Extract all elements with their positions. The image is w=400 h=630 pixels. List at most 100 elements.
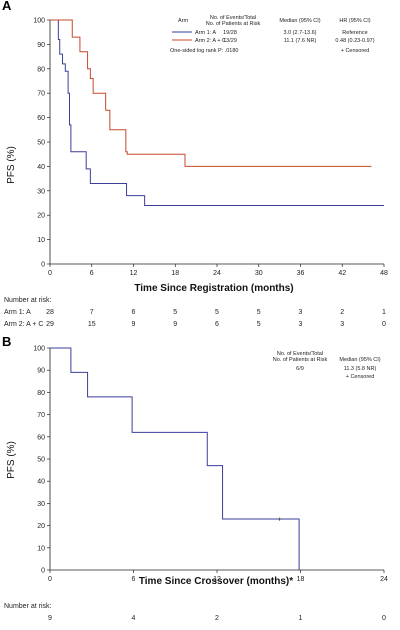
- risk-value: 9: [48, 615, 52, 622]
- risk-value: 3: [340, 321, 344, 328]
- legend-b-row-median: 11.3 (5.8 NR): [344, 366, 377, 372]
- legend-b-row-events: 6/9: [296, 366, 304, 372]
- x-tick-label: 48: [380, 270, 388, 277]
- x-tick-label: 6: [90, 270, 94, 277]
- y-tick-label: 80: [37, 390, 45, 397]
- risk-value: 2: [215, 615, 219, 622]
- risk-value: 5: [257, 321, 261, 328]
- y-tick-label: 60: [37, 115, 45, 122]
- panel-a-label: A: [2, 0, 12, 13]
- risk-table-a-title: Number at risk:: [4, 297, 52, 304]
- risk-value: 28: [46, 309, 54, 316]
- survival-curve: [50, 19, 384, 206]
- legend-header-line: No. of Events/Total: [210, 15, 256, 21]
- y-tick-label: 80: [37, 66, 45, 73]
- legend-a-header-median: Median (95% CI): [279, 18, 320, 24]
- survival-curve: [50, 19, 372, 167]
- legend-a-row-median: 11.1 (7.6 NR): [284, 38, 317, 44]
- y-tick-label: 70: [37, 91, 45, 98]
- y-tick-label: 40: [37, 479, 45, 486]
- x-tick-label: 12: [130, 270, 138, 277]
- x-tick-label: 0: [48, 576, 52, 583]
- legend-a-row-label: Arm 2: A + C: [195, 38, 226, 44]
- risk-value: 2: [340, 309, 344, 316]
- legend-b: No. of Events/Total No. of Patients at Ri…: [273, 351, 381, 380]
- y-tick-label: 30: [37, 501, 45, 508]
- x-axis-label-b: Time Since Crossover (months)*: [139, 576, 293, 587]
- risk-value: 6: [215, 321, 219, 328]
- x-tick-label: 30: [255, 270, 263, 277]
- risk-value: 29: [46, 321, 54, 328]
- legend-a-header-arm: Arm: [178, 18, 189, 24]
- risk-table-a: Number at risk: Arm 1: A Arm 2: A + C 28…: [4, 297, 386, 328]
- risk-table-b-title: Number at risk:: [4, 603, 52, 610]
- risk-value: 3: [299, 321, 303, 328]
- legend-b-censored: + Censored: [346, 374, 375, 380]
- risk-value: 9: [132, 321, 136, 328]
- x-axis-label-a: Time Since Registration (months): [134, 283, 293, 294]
- risk-value: 1: [299, 615, 303, 622]
- legend-a-logrank: One-sided log rank P: .0180: [170, 48, 239, 54]
- y-tick-label: 10: [37, 545, 45, 552]
- risk-value: 7: [90, 309, 94, 316]
- x-tick-label: 6: [132, 576, 136, 583]
- legend-header-line: No. of Patients at Risk: [206, 21, 261, 27]
- x-tick-label: 12: [213, 576, 221, 583]
- risk-value: 0: [382, 615, 386, 622]
- y-tick-label: 60: [37, 434, 45, 441]
- legend-a-row-hr: Reference: [342, 30, 367, 36]
- x-tick-label: 42: [338, 270, 346, 277]
- legend-header-line: No. of Patients at Risk: [273, 357, 328, 363]
- risk-value: 15: [88, 321, 96, 328]
- legend-a-row-events: 19/28: [223, 30, 237, 36]
- survival-curve: [50, 347, 300, 570]
- risk-value: 0: [382, 321, 386, 328]
- risk-value: 9: [173, 321, 177, 328]
- legend-a-row-median: 3.0 (2.7-13.6): [283, 30, 316, 36]
- risk-value: 5: [215, 309, 219, 316]
- risk-value: 4: [132, 615, 136, 622]
- y-axis-label-b: PFS (%): [6, 441, 17, 479]
- y-tick-label: 100: [33, 18, 45, 25]
- risk-value: 5: [257, 309, 261, 316]
- y-tick-label: 90: [37, 368, 45, 375]
- y-tick-label: 70: [37, 412, 45, 419]
- y-tick-label: 50: [37, 457, 45, 464]
- legend-a: Arm No. of Events/Total No. of Patients a…: [170, 15, 375, 54]
- legend-a-row-hr: 0.48 (0.23-0.97): [335, 38, 374, 44]
- y-tick-label: 0: [41, 568, 45, 575]
- legend-header-line: No. of Events/Total: [277, 351, 323, 357]
- panel-b-label: B: [2, 334, 11, 349]
- y-tick-label: 100: [33, 346, 45, 353]
- y-tick-label: 20: [37, 213, 45, 220]
- y-tick-label: 50: [37, 140, 45, 147]
- y-axis-label-a: PFS (%): [6, 146, 17, 184]
- risk-row-label: Arm 1: A: [4, 309, 31, 316]
- legend-a-header-events: No. of Events/Total No. of Patients at Ri…: [206, 15, 261, 27]
- risk-row-label: Arm 2: A + C: [4, 321, 44, 328]
- legend-b-header-median: Median (95% CI): [339, 357, 380, 363]
- legend-a-row-label: Arm 1: A: [195, 30, 216, 36]
- x-tick-label: 18: [171, 270, 179, 277]
- risk-table-b: Number at risk: 9 4 2 1 0: [4, 603, 386, 622]
- risk-value: 1: [382, 309, 386, 316]
- risk-value: 5: [173, 309, 177, 316]
- legend-a-header-hr: HR (95% CI): [339, 18, 370, 24]
- y-tick-label: 40: [37, 164, 45, 171]
- y-tick-label: 10: [37, 237, 45, 244]
- y-tick-label: 90: [37, 42, 45, 49]
- x-tick-label: 18: [297, 576, 305, 583]
- x-tick-label: 36: [297, 270, 305, 277]
- legend-a-censored: + Censored: [341, 48, 370, 54]
- legend-b-header-events: No. of Events/Total No. of Patients at Ri…: [273, 351, 328, 363]
- y-tick-label: 30: [37, 188, 45, 195]
- y-tick-label: 20: [37, 523, 45, 530]
- x-tick-label: 0: [48, 270, 52, 277]
- x-tick-label: 24: [213, 270, 221, 277]
- risk-value: 3: [299, 309, 303, 316]
- legend-a-row-events: 13/29: [223, 38, 237, 44]
- risk-value: 6: [132, 309, 136, 316]
- censor-mark: +: [278, 516, 282, 523]
